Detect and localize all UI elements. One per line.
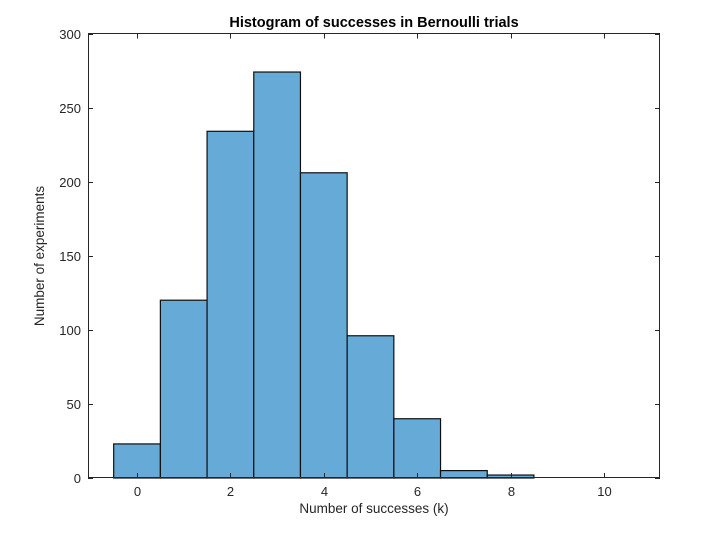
y-tick-label: 50 (67, 397, 81, 412)
histogram-bar (253, 71, 302, 479)
x-tick-label: 8 (508, 484, 515, 499)
y-axis-label: Number of experiments (32, 186, 47, 327)
y-tick-label: 250 (59, 101, 81, 116)
histogram-bar (299, 172, 348, 479)
y-tick-label: 100 (59, 323, 81, 338)
x-tick-label: 10 (597, 484, 611, 499)
x-axis-label: Number of successes (k) (299, 501, 448, 516)
histogram-bar (113, 443, 161, 479)
x-tick-label: 4 (321, 484, 328, 499)
x-tick-label: 6 (414, 484, 421, 499)
y-tick-label: 0 (74, 471, 81, 486)
histogram-bar (346, 335, 395, 479)
histogram-bar (206, 130, 255, 479)
y-tick-label: 200 (59, 175, 81, 190)
axes-box (88, 33, 660, 478)
histogram-bar (439, 469, 488, 479)
histogram-bar (393, 418, 442, 479)
y-tick-label: 150 (59, 249, 81, 264)
x-tick-label: 0 (134, 484, 141, 499)
y-tick-label: 300 (59, 27, 81, 42)
chart-title: Histogram of successes in Bernoulli tria… (229, 15, 518, 31)
x-tick-label: 2 (227, 484, 234, 499)
histogram-bar (159, 299, 208, 479)
